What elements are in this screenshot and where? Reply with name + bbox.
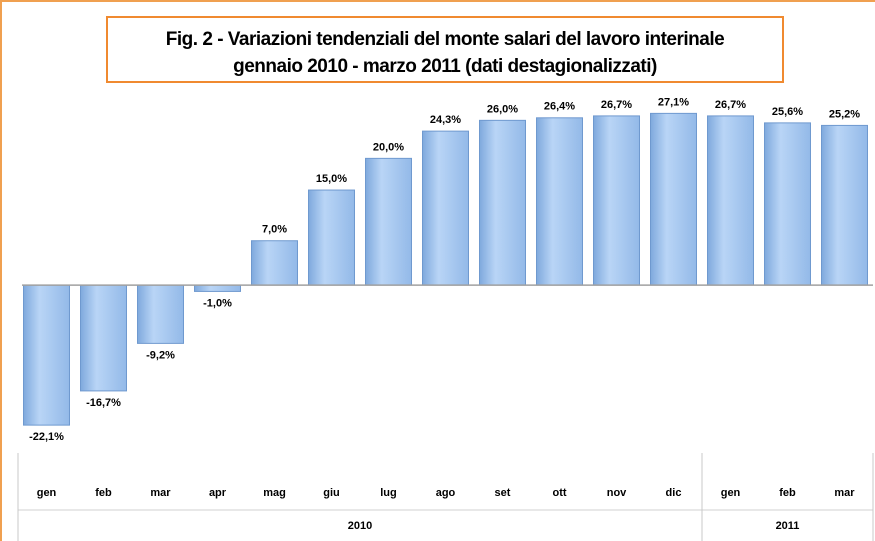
- bar: [194, 284, 241, 292]
- bar: [251, 240, 298, 286]
- value-label: -1,0%: [203, 297, 232, 309]
- x-tick-label: ago: [436, 487, 456, 499]
- bar: [422, 130, 469, 286]
- x-tick-label: set: [495, 487, 511, 499]
- value-label: 26,7%: [715, 99, 746, 111]
- x-tick-label: giu: [323, 487, 340, 499]
- bar: [23, 284, 70, 426]
- x-tick-label: mar: [834, 487, 855, 499]
- x-tick-label: gen: [37, 487, 57, 499]
- value-label: -22,1%: [29, 431, 64, 443]
- value-label: 25,6%: [772, 106, 803, 118]
- x-tick-label: feb: [779, 487, 796, 499]
- bar: [650, 112, 697, 286]
- value-label: -16,7%: [86, 397, 121, 409]
- x-tick-label: nov: [607, 487, 627, 499]
- x-tick-label: dic: [666, 487, 682, 499]
- chart-title: gennaio 2010 - marzo 2011 (dati destagio…: [233, 56, 657, 77]
- value-label: 25,2%: [829, 108, 860, 120]
- bar: [536, 117, 583, 286]
- chart-title: Fig. 2 - Variazioni tendenziali del mont…: [166, 29, 724, 50]
- bar: [365, 157, 412, 286]
- bar: [764, 122, 811, 286]
- x-tick-label: mar: [150, 487, 171, 499]
- value-label: 26,0%: [487, 103, 518, 115]
- x-tick-label: lug: [380, 487, 397, 499]
- value-label: 27,1%: [658, 96, 689, 108]
- x-tick-label: apr: [209, 487, 227, 499]
- bar: [137, 284, 184, 344]
- title-box: [106, 16, 784, 83]
- bar: [479, 119, 526, 286]
- value-label: -9,2%: [146, 349, 175, 361]
- value-label: 24,3%: [430, 114, 461, 126]
- value-label: 26,7%: [601, 99, 632, 111]
- bar: [821, 124, 868, 286]
- group-label: 2011: [776, 520, 800, 532]
- value-label: 20,0%: [373, 141, 404, 153]
- group-label: 2010: [348, 520, 372, 532]
- x-tick-label: gen: [721, 487, 741, 499]
- value-label: 26,4%: [544, 101, 575, 113]
- value-label: 7,0%: [262, 224, 287, 236]
- x-tick-label: ott: [552, 487, 566, 499]
- bar: [80, 284, 127, 392]
- x-tick-label: feb: [95, 487, 112, 499]
- bar: [308, 189, 355, 286]
- bar: [593, 115, 640, 286]
- bar: [707, 115, 754, 286]
- x-tick-label: mag: [263, 487, 286, 499]
- value-label: 15,0%: [316, 173, 347, 185]
